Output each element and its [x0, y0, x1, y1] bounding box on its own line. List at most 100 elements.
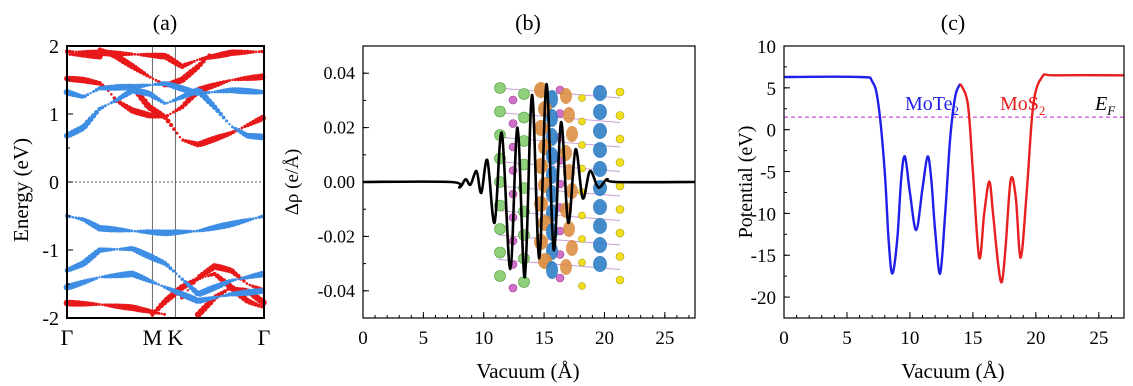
- band-point: [74, 50, 78, 54]
- x-axis-label: Vacuum (Å): [901, 359, 1004, 383]
- charge-accumulation-lobe: [534, 82, 548, 98]
- band-point: [168, 122, 174, 128]
- band-point: [216, 295, 220, 299]
- band-point: [219, 290, 225, 296]
- y-tick-label: -0.04: [318, 281, 356, 301]
- band-point: [222, 294, 226, 298]
- charge-accumulation-lobe: [560, 145, 572, 161]
- band-point: [136, 229, 140, 233]
- band-point: [233, 126, 238, 131]
- band-point: [192, 59, 196, 63]
- band-point: [171, 98, 176, 103]
- band-point: [169, 112, 172, 116]
- band-point: [194, 277, 199, 282]
- s-atom: [615, 111, 625, 120]
- band-point: [109, 101, 113, 105]
- band-point: [260, 305, 264, 309]
- band-point: [150, 280, 155, 285]
- band-point: [251, 284, 255, 288]
- band-point: [124, 228, 129, 233]
- charge-depletion-lobe: [593, 123, 607, 139]
- band-point: [177, 275, 181, 278]
- charge-depletion-lobe: [546, 261, 558, 279]
- x-tick-label: Γ: [258, 325, 271, 350]
- band-point: [210, 90, 214, 94]
- band-point: [174, 108, 179, 113]
- band-point: [153, 82, 158, 87]
- band-point: [109, 247, 114, 252]
- band-point: [101, 303, 104, 307]
- band-point: [166, 101, 169, 105]
- x-tick-label: 25: [655, 328, 674, 349]
- y-tick-label: -5: [760, 163, 776, 184]
- band-point: [260, 214, 264, 219]
- band-point: [86, 93, 90, 97]
- band-point: [181, 138, 185, 142]
- band-point: [248, 283, 252, 287]
- band-point: [233, 278, 237, 282]
- s-atom: [578, 117, 586, 126]
- band-point: [98, 276, 101, 279]
- band-point: [260, 49, 264, 54]
- band-point: [204, 275, 207, 278]
- band-point: [92, 90, 96, 93]
- s-atom: [578, 141, 586, 149]
- band-point: [203, 90, 208, 95]
- band-point: [133, 52, 137, 56]
- x-tick-label: 10: [900, 328, 919, 349]
- band-point: [231, 78, 234, 82]
- x-tick-label: 5: [842, 328, 852, 349]
- band-point: [254, 50, 258, 54]
- band-point: [136, 53, 140, 56]
- band-point: [160, 312, 163, 316]
- band-point: [195, 229, 199, 233]
- band-point: [251, 217, 255, 221]
- band-point: [121, 247, 125, 251]
- band-point: [133, 229, 137, 233]
- band-point: [157, 311, 161, 315]
- band-point: [151, 83, 155, 87]
- s-atom: [615, 228, 625, 238]
- band-point: [215, 108, 221, 114]
- band-point: [171, 269, 176, 273]
- band-point: [257, 50, 261, 53]
- y-tick-label: 10: [757, 37, 776, 58]
- band-point: [100, 105, 105, 110]
- band-point: [237, 277, 240, 281]
- band-point: [130, 52, 134, 56]
- band-point: [227, 279, 232, 284]
- band-point: [162, 285, 167, 289]
- band-point: [150, 312, 155, 317]
- band-point: [191, 281, 196, 285]
- band-point: [200, 90, 206, 96]
- potential-curve: [959, 73, 1125, 284]
- te-atom: [494, 105, 506, 118]
- band-point: [127, 228, 131, 233]
- band-point: [71, 52, 75, 57]
- band-point: [157, 283, 160, 286]
- band-point: [178, 135, 182, 139]
- band-point: [88, 277, 93, 283]
- band-point: [225, 119, 229, 123]
- layer-label-mos2: MoS2: [1000, 93, 1045, 118]
- band-point: [182, 229, 188, 235]
- y-tick-label: 0: [767, 121, 777, 142]
- s-atom: [578, 211, 586, 220]
- band-point: [148, 75, 152, 79]
- band-point: [77, 50, 81, 54]
- x-tick-label: 20: [595, 328, 614, 349]
- charge-accumulation-lobe: [566, 126, 578, 142]
- band-point: [215, 89, 220, 94]
- te-atom: [518, 135, 530, 147]
- band-point: [245, 218, 250, 223]
- s-atom: [615, 87, 625, 97]
- te-atom: [494, 82, 506, 94]
- band-point: [213, 90, 217, 94]
- band-point: [224, 79, 229, 84]
- band-point: [233, 77, 238, 82]
- band-point: [68, 49, 72, 54]
- band-point: [165, 118, 171, 124]
